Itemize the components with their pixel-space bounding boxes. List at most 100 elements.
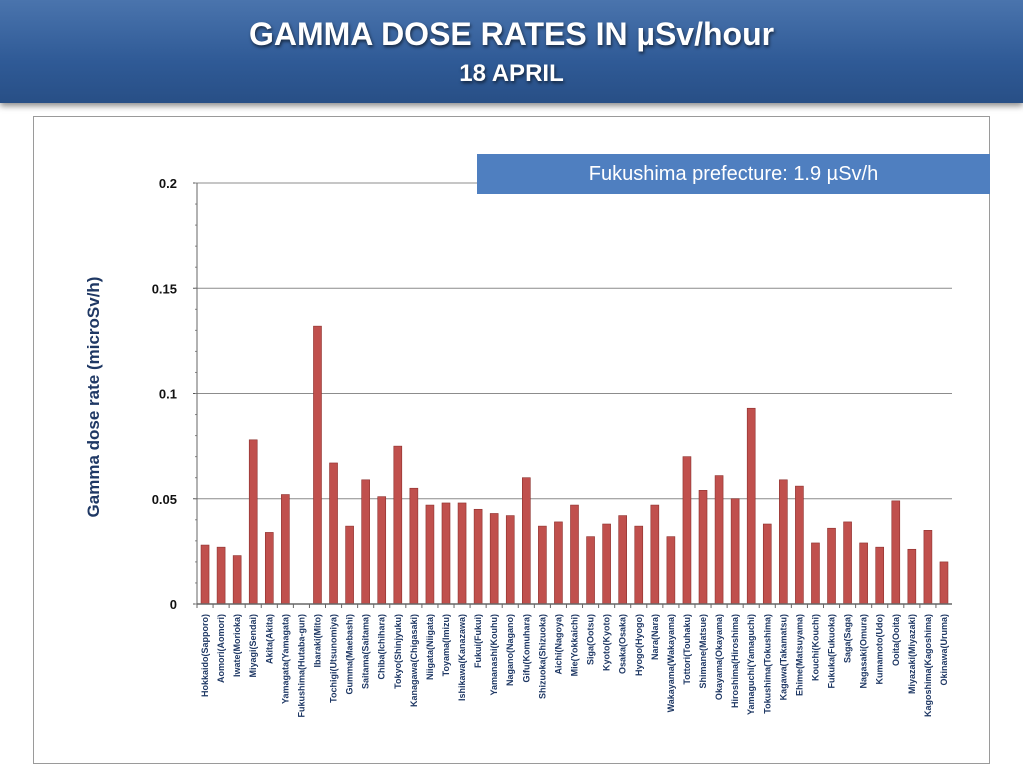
x-tick-label: Kanagawa(Chigasaki) [409, 614, 419, 707]
bar [200, 544, 210, 605]
x-tick-label: Akita(Akita) [264, 614, 274, 664]
x-tick-label: Gifu(Komuhara) [521, 614, 531, 683]
bar [698, 490, 708, 605]
bar [730, 498, 740, 605]
x-tick-label: Yamagata(Yamagata) [280, 614, 290, 704]
bar [473, 508, 483, 605]
title-banner: GAMMA DOSE RATES IN µSv/hour 18 APRIL [0, 0, 1023, 103]
bar [570, 504, 579, 605]
bars [200, 325, 949, 605]
bar [522, 477, 531, 605]
x-tick-label: Nara(Nara) [650, 614, 660, 660]
x-tick-label: Okayama(Okayama) [714, 614, 724, 700]
y-tick-label: 0 [170, 597, 177, 612]
x-tick-label: Wakayama(Wakayama) [666, 614, 676, 712]
bar [586, 536, 595, 605]
bar [779, 479, 788, 605]
x-tick-label: Aomori(Aomori) [216, 614, 226, 683]
bar [457, 502, 467, 605]
x-tick-label: Kouchi(Kouchi) [810, 614, 820, 681]
bar [248, 439, 258, 605]
bar [232, 555, 242, 605]
x-tick-label: Kumamoto(Udo) [875, 614, 885, 685]
x-tick-label: Ibaraki(Mito) [312, 614, 322, 668]
bar [489, 513, 499, 605]
x-tick-label: Hyogo(Hyogo) [634, 614, 644, 676]
x-tick-labels: Hokkaido(Sapporo) Aomori(Aomori) Iwate(Mor… [200, 614, 949, 718]
y-tick-label: 0.1 [159, 387, 177, 402]
bar [762, 523, 772, 605]
x-tick-label: Nagano(Nagano) [505, 614, 515, 686]
axes [193, 182, 952, 608]
x-tick-label: Toyama(Imizu) [441, 614, 451, 676]
x-tick-label: Aichi(Nagoya) [553, 614, 563, 675]
x-tick-label: Yamaguchi(Yamaguchi) [746, 614, 756, 715]
x-tick-label: Kagoshima(Kagoshima) [923, 614, 933, 717]
bar [907, 548, 917, 605]
bar [377, 496, 387, 605]
x-tick-label: Saitama(Saitama) [361, 614, 371, 689]
x-tick-label: Ehime(Matsuyama) [794, 614, 804, 696]
x-tick-label: Saga(Saga) [843, 614, 853, 663]
bar [505, 515, 515, 605]
bar [650, 504, 660, 605]
x-tick-label: Fukuka(Fukuoka) [827, 614, 837, 689]
bar [313, 325, 322, 605]
page-title: GAMMA DOSE RATES IN µSv/hour [248, 16, 775, 52]
bar [859, 542, 868, 605]
bar [666, 536, 676, 605]
fukushima-note: Fukushima prefecture: 1.9 µSv/h [477, 154, 990, 194]
x-tick-label: Gumma(Maebashi) [345, 614, 355, 695]
page-subtitle: 18 APRIL [459, 60, 564, 87]
x-tick-label: Fukushima(Hutaba-gun) [296, 614, 306, 718]
bar [602, 523, 611, 605]
bar [843, 521, 852, 605]
x-tick-label: Ooita(Ooita) [891, 614, 901, 666]
x-tick-label: Nagasaki(Omura) [859, 614, 869, 689]
x-tick-label: Mie(Yokkaichi) [570, 614, 580, 676]
x-tick-label: Shimane(Matsue) [698, 614, 708, 689]
x-tick-label: Chiba(Ichihara) [377, 614, 387, 680]
bar [441, 502, 451, 605]
x-tick-label: Kagawa(Takamatsu) [778, 614, 788, 700]
bar [875, 546, 885, 605]
x-tick-label: Tokushima(Tokushima) [762, 614, 772, 714]
bar [361, 479, 370, 605]
bar [811, 542, 820, 605]
bar [425, 504, 435, 605]
x-tick-label: Shizuoka(Shizuoka) [537, 614, 547, 699]
bar [409, 487, 419, 605]
bar [891, 500, 901, 605]
bar [939, 561, 949, 605]
y-tick-label: 0.05 [152, 492, 177, 507]
x-tick-label: Ishikawa(Kanazawa) [457, 614, 467, 701]
bar [393, 445, 403, 605]
gridlines [197, 182, 952, 500]
bar [329, 462, 338, 605]
bar [634, 525, 644, 605]
bar [216, 546, 226, 605]
x-tick-label: Tokyo(Shinjyuku) [393, 614, 403, 689]
x-tick-label: Tochigi(Utsunomiya) [329, 614, 339, 703]
bar [618, 515, 627, 605]
x-tick-label: Iwate(Morioka) [232, 614, 242, 677]
bar [554, 521, 563, 605]
x-tick-label: Tottori(Touhaku) [682, 614, 692, 685]
x-tick-label: Kyoto(Kyoto) [602, 614, 612, 671]
x-tick-label: Miyazaki(Miyazaki) [907, 614, 917, 694]
x-tick-label: Okinawa(Uruma) [939, 614, 949, 686]
y-tick-label: 0.2 [159, 176, 177, 191]
bar [923, 530, 933, 605]
x-tick-label: Niigata(Niigata) [425, 614, 435, 680]
chart-frame [33, 116, 990, 764]
bar [281, 494, 290, 605]
bar [795, 485, 804, 605]
y-tick-label: 0.15 [152, 281, 177, 296]
bar [345, 525, 354, 605]
x-tick-label: Hokkaido(Sapporo) [200, 614, 210, 697]
bar [538, 525, 547, 605]
x-tick-label: Osaka(Osaka) [618, 614, 628, 674]
bar [714, 475, 724, 605]
x-tick-label: Siga(Ootsu) [586, 614, 596, 665]
